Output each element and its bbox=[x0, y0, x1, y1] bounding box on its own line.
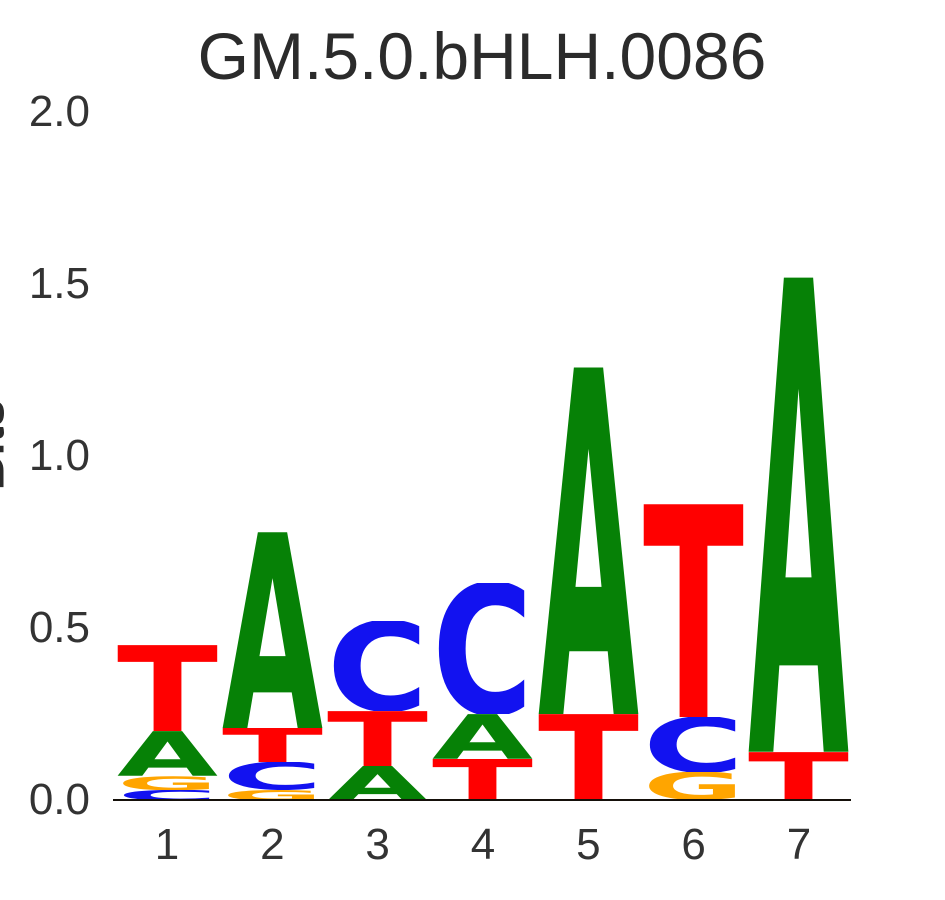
logo-letter-C: C bbox=[117, 790, 218, 800]
logo-letter-C: C bbox=[643, 717, 744, 772]
logo-letter-T: T bbox=[222, 728, 323, 762]
logo-letter-A: A bbox=[748, 277, 849, 752]
logo-letter-A: A bbox=[327, 766, 428, 800]
svg-text:T: T bbox=[327, 711, 428, 766]
logo-letter-T: T bbox=[538, 714, 639, 800]
svg-text:A: A bbox=[748, 277, 849, 752]
x-tick-label: 2 bbox=[260, 820, 285, 869]
x-tick-label: 4 bbox=[470, 820, 496, 869]
logo-letter-G: G bbox=[643, 772, 744, 800]
svg-text:C: C bbox=[432, 583, 533, 714]
svg-text:C: C bbox=[117, 790, 218, 800]
svg-text:C: C bbox=[327, 621, 428, 710]
y-tick-label: 0.0 bbox=[28, 775, 90, 824]
svg-text:T: T bbox=[748, 752, 849, 800]
x-tick-label: 5 bbox=[576, 820, 601, 869]
svg-text:A: A bbox=[327, 766, 428, 800]
y-tick-label: 1.5 bbox=[28, 259, 90, 308]
svg-text:T: T bbox=[222, 728, 323, 762]
svg-text:A: A bbox=[222, 532, 323, 728]
y-tick-label: 1.0 bbox=[28, 431, 90, 480]
y-tick-label: 2.0 bbox=[28, 87, 90, 136]
logo-letter-A: A bbox=[222, 532, 323, 728]
logo-letter-C: C bbox=[222, 762, 323, 790]
logo-letter-A: A bbox=[538, 367, 639, 714]
logo-letter-G: G bbox=[222, 790, 323, 800]
svg-text:T: T bbox=[117, 645, 218, 731]
x-tick-label: 1 bbox=[154, 820, 180, 869]
x-tick-label: 3 bbox=[365, 820, 390, 869]
x-tick-label: 7 bbox=[786, 820, 812, 869]
svg-text:C: C bbox=[222, 762, 323, 790]
svg-text:T: T bbox=[538, 714, 639, 800]
svg-text:G: G bbox=[643, 772, 744, 800]
logo-letter-A: A bbox=[432, 714, 533, 759]
svg-text:G: G bbox=[222, 790, 323, 800]
logo-letter-T: T bbox=[327, 711, 428, 766]
logo-letter-T: T bbox=[117, 645, 218, 731]
logo-letter-T: T bbox=[643, 504, 744, 717]
svg-text:C: C bbox=[643, 717, 744, 772]
logo-letter-C: C bbox=[432, 583, 533, 714]
svg-text:A: A bbox=[538, 367, 639, 714]
x-tick-label: 6 bbox=[681, 820, 706, 869]
svg-text:A: A bbox=[117, 731, 218, 776]
logo-letter-A: A bbox=[117, 731, 218, 776]
logo-letter-T: T bbox=[432, 759, 533, 800]
y-tick-label: 0.5 bbox=[28, 603, 90, 652]
logo-letter-T: T bbox=[748, 752, 849, 800]
logo-letter-C: C bbox=[327, 621, 428, 710]
svg-text:T: T bbox=[643, 504, 744, 717]
svg-text:A: A bbox=[432, 714, 533, 759]
x-axis-line bbox=[113, 799, 851, 801]
logo-letter-G: G bbox=[117, 776, 218, 790]
svg-text:G: G bbox=[117, 776, 218, 790]
plot-title: GM.5.0.bHLH.0086 bbox=[197, 19, 767, 93]
svg-text:T: T bbox=[432, 759, 533, 800]
